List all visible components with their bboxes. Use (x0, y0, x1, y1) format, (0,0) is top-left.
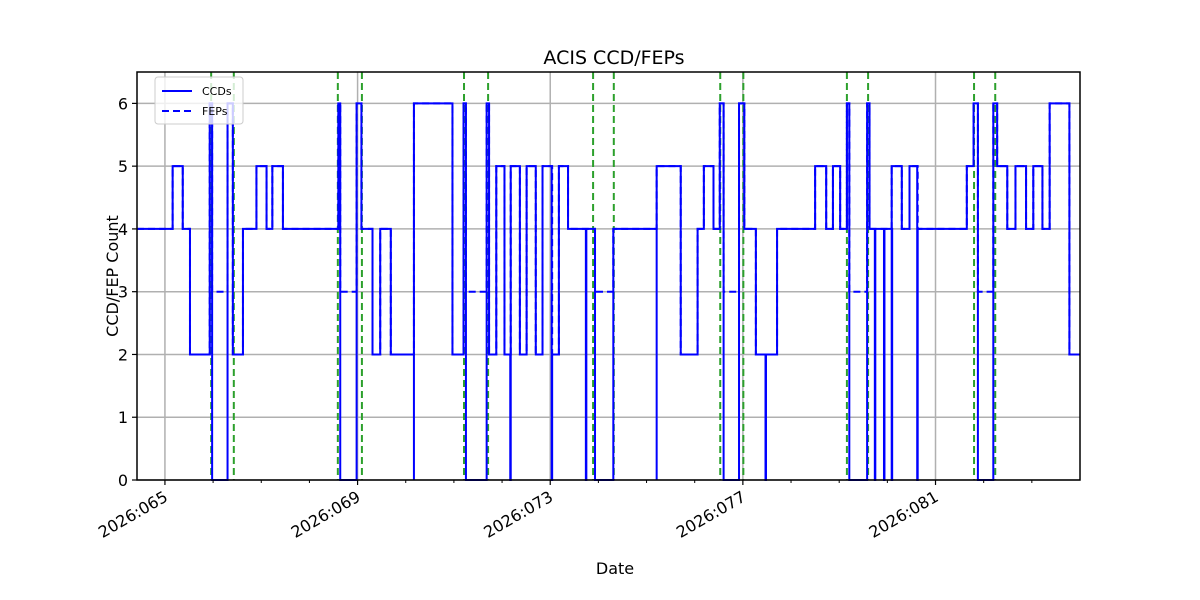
legend-box (154, 76, 244, 125)
x-tick-label: 2026:081 (866, 487, 942, 542)
grid-lines (137, 72, 1080, 481)
x-tick-label: 2026:073 (480, 487, 556, 542)
x-axis-ticks: 2026:065 2026:069 2026:073 2026:077 2026:081 (95, 480, 1033, 542)
x-tick-label: 2026:077 (673, 487, 749, 542)
y-tick-label: 2 (118, 345, 128, 364)
x-tick-label: 2026:069 (288, 487, 364, 542)
plot-frame (136, 71, 1081, 481)
legend-label-ccds: CCDs (202, 85, 232, 98)
green-dashed-markers (210, 72, 997, 480)
y-axis-label: CCD/FEP Count (103, 215, 122, 337)
y-tick-label: 3 (118, 283, 128, 302)
chart-title: ACIS CCD/FEPs (543, 47, 684, 69)
legend: CCDs FEPs (154, 76, 244, 125)
y-tick-label: 5 (118, 157, 128, 176)
y-tick-label: 0 (118, 471, 128, 490)
x-axis-label: Date (596, 559, 634, 578)
y-tick-label: 6 (118, 94, 128, 113)
x-tick-label: 2026:065 (95, 487, 171, 542)
y-tick-label: 1 (118, 408, 128, 427)
y-tick-label: 4 (118, 220, 128, 239)
y-axis-ticks: 0 1 2 3 4 5 6 (118, 94, 137, 490)
legend-label-feps: FEPs (202, 105, 228, 118)
